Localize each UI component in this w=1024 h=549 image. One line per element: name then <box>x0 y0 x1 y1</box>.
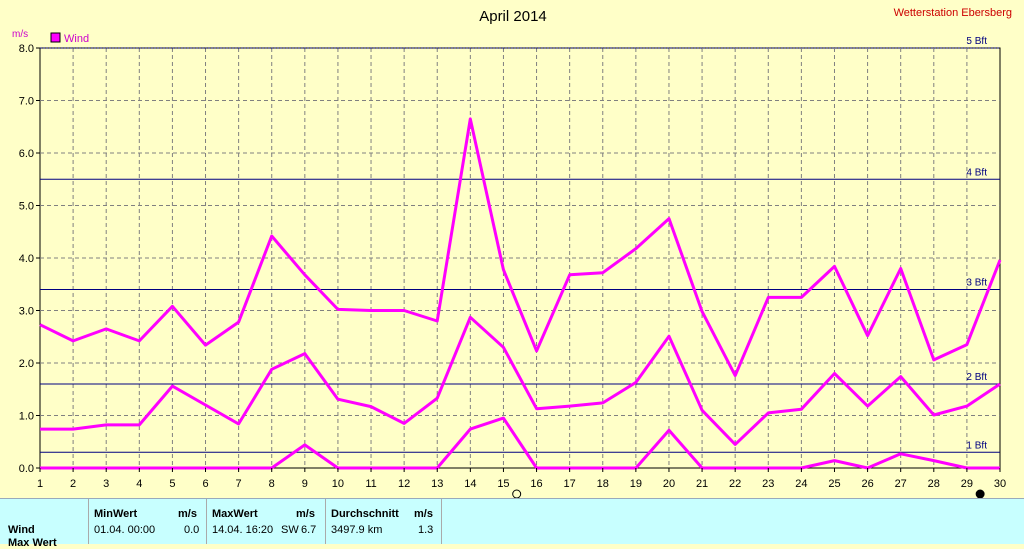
x-tick-label: 6 <box>202 478 208 490</box>
beaufort-label: 3 Bft <box>966 278 987 289</box>
x-tick-label: 16 <box>530 478 542 490</box>
stats-panel: MinWert m/s MaxWert m/s Durchschnitt m/s… <box>0 498 1024 549</box>
min-header: MinWert <box>94 508 138 520</box>
x-tick-label: 2 <box>70 478 76 490</box>
x-tick-label: 1 <box>37 478 43 490</box>
x-tick-label: 14 <box>464 478 476 490</box>
beaufort-label: 5 Bft <box>966 36 987 47</box>
avg-unit: m/s <box>414 508 433 520</box>
series-group <box>39 117 1002 470</box>
y-axis: 0.0 1.0 2.0 3.0 4.0 5.0 6.0 7.0 8.0 <box>19 43 40 475</box>
stats-divider <box>441 499 442 544</box>
y-tick-label: 3.0 <box>19 306 34 318</box>
y-tick-label: 7.0 <box>19 96 34 108</box>
y-tick-label: 1.0 <box>19 411 34 423</box>
x-tick-label: 12 <box>398 478 410 490</box>
full-moon-icon <box>512 489 522 498</box>
x-tick-label: 7 <box>236 478 242 490</box>
x-tick-label: 20 <box>663 478 675 490</box>
row-label-max: Max Wert <box>8 537 57 549</box>
x-tick-label: 11 <box>365 478 376 490</box>
legend-swatch <box>50 32 61 43</box>
max-unit: m/s <box>296 508 315 520</box>
beaufort-label: 1 Bft <box>966 440 987 451</box>
distance: 3497.9 km <box>331 524 383 536</box>
series-line-avg <box>40 315 1001 446</box>
stats-divider <box>206 499 207 544</box>
x-tick-label: 8 <box>269 478 275 490</box>
x-tick-label: 17 <box>564 478 576 490</box>
y-tick-label: 4.0 <box>19 253 34 265</box>
max-direction: SW <box>281 524 299 536</box>
x-tick-label: 28 <box>928 478 940 490</box>
chart-title: April 2014 <box>479 8 547 25</box>
x-tick-label: 4 <box>136 478 142 490</box>
x-tick-label: 15 <box>497 478 509 490</box>
y-axis-unit: m/s <box>12 29 28 40</box>
x-tick-label: 22 <box>729 478 741 490</box>
station-name: Wetterstation Ebersberg <box>894 7 1012 19</box>
x-tick-label: 24 <box>795 478 807 490</box>
series-line-min <box>40 416 1000 470</box>
min-value: 0.0 <box>184 524 200 536</box>
x-tick-label: 23 <box>762 478 774 490</box>
min-time: 01.04. 00:00 <box>94 524 156 536</box>
max-value: 6.7 <box>301 524 317 536</box>
max-time: 14.04. 16:20 <box>212 524 274 536</box>
y-tick-label: 8.0 <box>19 43 34 55</box>
stats-divider <box>88 499 89 544</box>
x-tick-label: 26 <box>861 478 873 490</box>
legend-label[interactable]: Wind <box>64 33 89 45</box>
x-tick-label: 5 <box>169 478 175 490</box>
stats-divider <box>325 499 326 544</box>
y-tick-label: 0.0 <box>19 463 34 475</box>
x-tick-label: 19 <box>630 478 642 490</box>
x-tick-label: 29 <box>961 478 973 490</box>
x-tick-label: 21 <box>696 478 708 490</box>
series-line-max <box>39 117 1002 378</box>
beaufort-lines: 5 Bft 4 Bft 3 Bft 2 Bft 1 Bft <box>40 36 1000 453</box>
y-tick-label: 6.0 <box>19 148 34 160</box>
moon-phases <box>512 489 985 498</box>
x-tick-label: 27 <box>895 478 907 490</box>
x-tick-label: 18 <box>597 478 609 490</box>
x-tick-label: 10 <box>332 478 344 490</box>
x-tick-label: 9 <box>302 478 308 490</box>
max-header: MaxWert <box>212 508 258 520</box>
grid <box>40 48 1000 468</box>
new-moon-icon <box>975 489 985 498</box>
beaufort-label: 4 Bft <box>966 167 987 178</box>
x-tick-label: 25 <box>828 478 840 490</box>
y-tick-label: 5.0 <box>19 201 34 213</box>
avg-value: 1.3 <box>418 524 434 536</box>
x-tick-label: 3 <box>103 478 109 490</box>
y-tick-label: 2.0 <box>19 358 34 370</box>
row-label-wind: Wind <box>8 524 35 536</box>
x-tick-label: 30 <box>994 478 1006 490</box>
wind-chart: April 2014 Wetterstation Ebersberg m/s W… <box>12 7 1012 498</box>
avg-header: Durchschnitt <box>331 508 399 520</box>
x-axis: 1 2 3 4 5 6 7 8 9 10 11 12 13 14 15 16 17 18 19 20 21 22 23 24 2… <box>37 468 1006 490</box>
beaufort-label: 2 Bft <box>966 372 987 383</box>
x-tick-label: 13 <box>431 478 443 490</box>
min-unit: m/s <box>178 508 197 520</box>
